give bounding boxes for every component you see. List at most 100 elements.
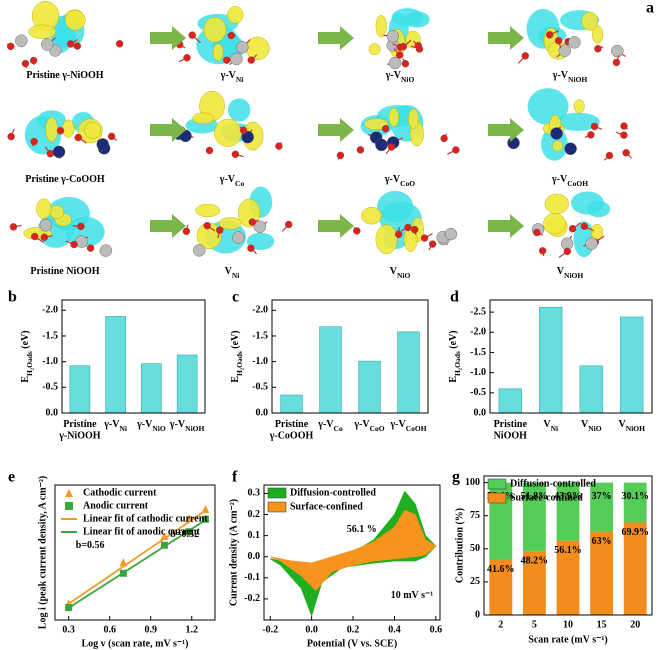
value-label: 37%	[592, 491, 612, 502]
atom	[7, 132, 15, 141]
y-tick-label: -1.0	[252, 356, 268, 367]
panel-letter: c	[232, 289, 239, 306]
label-line: NiOOH	[494, 431, 528, 442]
label-part: E	[230, 376, 241, 383]
atom	[230, 52, 243, 66]
legend-swatch	[267, 501, 287, 513]
subscript: NiO	[588, 424, 602, 433]
annotation: b=0.56	[76, 540, 105, 551]
subscript: CoOH	[567, 179, 588, 188]
atom	[183, 54, 191, 62]
atom	[107, 132, 116, 141]
charge-density-yellow	[45, 117, 59, 142]
atom	[232, 231, 245, 244]
label-part: V	[581, 419, 589, 430]
atom	[620, 122, 628, 130]
y-tick-label: -2.0	[252, 305, 268, 316]
charge-density-yellow	[62, 119, 75, 138]
legend-label: Diffusion-controlled	[510, 478, 596, 489]
structure-label: γ-VCoOH	[551, 174, 588, 188]
atom	[428, 240, 437, 248]
label-part: (eV)	[230, 330, 241, 351]
label-part: γ-V	[384, 174, 401, 185]
atom	[188, 31, 196, 39]
bar	[397, 331, 420, 414]
structure-label: Pristine γ-NiOOH	[26, 70, 103, 81]
legend-swatch	[487, 478, 507, 490]
charge-density-yellow	[543, 213, 566, 235]
charge-density-yellow	[581, 11, 599, 31]
plot-frame	[483, 475, 653, 616]
x-tick-label: 0.0	[305, 624, 318, 635]
atom	[375, 138, 388, 152]
x-tick-label: Pristine NiOOH	[494, 419, 528, 442]
label-part: γ-V	[385, 70, 402, 81]
y-tick-label: -1.5	[252, 330, 268, 341]
x-tick-label: 0.3	[62, 624, 75, 635]
bar	[141, 363, 162, 414]
charge-density-yellow	[573, 99, 585, 114]
atom	[533, 228, 541, 237]
atom	[550, 127, 563, 140]
value-label: 43.9%	[554, 491, 582, 502]
label-part: E	[448, 376, 459, 383]
subscript: H₂Oads	[453, 351, 462, 376]
y-tick-label: -1.0	[42, 356, 58, 367]
label-part: V	[225, 266, 233, 277]
bar-segment	[590, 482, 614, 532]
label-part: Pristine NiOOH	[30, 266, 99, 277]
label-line: γ-CoOOH	[269, 431, 314, 442]
arrow	[488, 214, 524, 238]
structure-label: VNi	[225, 266, 240, 280]
charge-density-yellow	[388, 107, 400, 128]
x-tick-label: 15	[597, 619, 607, 630]
atom	[558, 44, 571, 57]
charge-density-yellow	[65, 10, 86, 31]
atom	[444, 227, 458, 241]
charge-density-yellow	[227, 6, 244, 24]
label-part: (eV)	[20, 330, 31, 351]
atom	[248, 218, 256, 226]
atom	[205, 146, 214, 155]
atom	[247, 244, 255, 252]
x-tick-label: 20	[630, 619, 640, 630]
structure-image	[169, 90, 283, 158]
area	[270, 509, 437, 592]
atom	[73, 42, 82, 50]
legend-label: Surface-confined	[290, 501, 363, 512]
point	[201, 515, 209, 523]
bar	[579, 365, 603, 414]
x-tick-label: VNi	[543, 419, 558, 433]
arrow	[150, 118, 186, 142]
x-tick-label: γ-VCoO	[353, 419, 384, 433]
value-label: 63%	[592, 536, 612, 547]
atom	[236, 41, 249, 54]
atom	[440, 134, 448, 143]
atom	[545, 31, 554, 39]
bar	[319, 326, 342, 414]
atom	[247, 56, 255, 64]
atom	[31, 232, 39, 241]
arrow	[150, 214, 186, 238]
plot-frame	[263, 484, 441, 621]
label-part: γ-V	[169, 419, 186, 430]
label-part: V	[390, 266, 398, 277]
atom	[394, 230, 403, 238]
x-tick-label: VNiOH	[619, 419, 646, 433]
atom	[612, 58, 621, 67]
structure-label: VNiO	[390, 266, 411, 280]
structure-label: γ-VNiO	[385, 70, 415, 84]
atom	[452, 146, 460, 154]
annotation: 10 mV s⁻¹	[391, 590, 434, 601]
structure-label: Pristine NiOOH	[30, 266, 99, 277]
point	[185, 528, 193, 536]
atom	[99, 244, 113, 257]
atom	[580, 222, 589, 230]
label-part: Pristine γ-CoOOH	[25, 174, 105, 185]
legend-swatch	[65, 489, 73, 497]
plot-frame	[61, 299, 206, 414]
panel-letter: d	[450, 289, 459, 306]
atom	[568, 36, 581, 49]
atom	[564, 142, 577, 155]
x-tick-label: γ-VCoOH	[389, 419, 426, 433]
